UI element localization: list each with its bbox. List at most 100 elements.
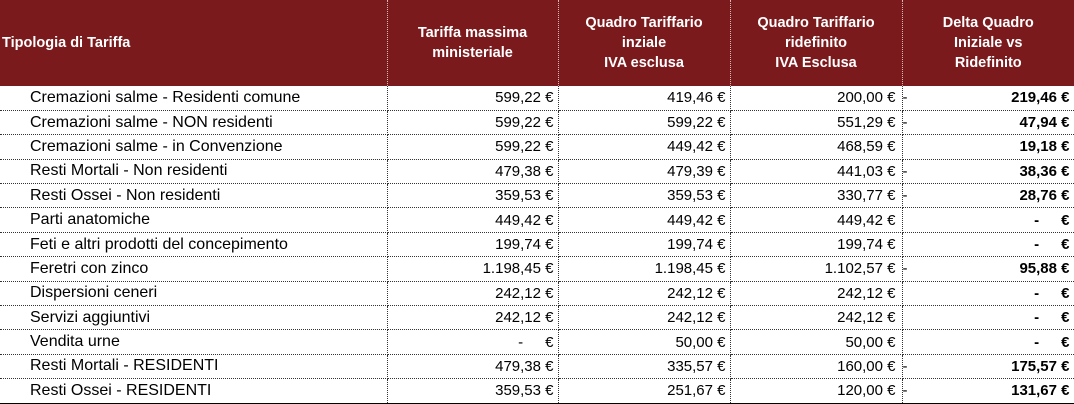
tariff-redefined: 242,12 € <box>730 305 903 331</box>
tariff-delta: 219,46 € <box>902 86 1074 111</box>
delta-value: 175,57 € <box>1011 357 1070 375</box>
table-row: Dispersioni ceneri 242,12 €242,12 €242,12… <box>0 281 1074 307</box>
tariff-name: Resti Ossei - RESIDENTI <box>0 378 388 404</box>
table-row: Resti Ossei - Non residenti 359,53 €359,5… <box>0 183 1074 209</box>
table-row: Resti Mortali - Non residenti 479,38 €479… <box>0 159 1074 185</box>
redefined-value: 50,00 € <box>845 333 896 351</box>
redefined-value: 330,77 € <box>837 187 896 205</box>
redefined-wrap: 50,00 € <box>735 334 898 351</box>
table-row: Parti anatomiche 449,42 €449,42 €449,42 €… <box>0 207 1074 233</box>
tariff-name: Cremazioni salme - Residenti comune <box>0 86 388 111</box>
zero-value: - € <box>392 333 554 351</box>
tariff-delta: - € <box>902 207 1074 233</box>
tariff-delta: - € <box>902 329 1074 355</box>
header-line: IVA esclusa <box>604 55 684 71</box>
header-line: ridefinito <box>784 35 848 51</box>
zero-dash: - <box>1034 211 1040 229</box>
delta-value: 95,88 € <box>1019 260 1070 278</box>
redefined-value: 160,00 € <box>837 357 896 375</box>
table-row: Vendita urne - €50,00 €50,00 € - € <box>0 329 1074 355</box>
delta-value: 219,46 € <box>1011 89 1070 107</box>
redefined-wrap: 242,12 € <box>735 309 898 326</box>
redefined-value: 551,29 € <box>837 114 896 132</box>
tariff-initial: 359,53 € <box>558 183 731 209</box>
redefined-value: 199,74 € <box>837 236 896 254</box>
tariff-initial: 242,12 € <box>558 281 731 307</box>
tariff-delta: 95,88 € <box>902 256 1074 282</box>
zero-value: - € <box>907 211 1070 229</box>
redefined-value: 120,00 € <box>837 382 896 400</box>
tariff-max: - € <box>387 329 559 355</box>
redefined-value: 449,42 € <box>837 211 896 229</box>
redefined-value: 1.102,57 € <box>824 260 896 278</box>
table-header: Tipologia di Tariffa Tariffa massima min… <box>0 0 1074 86</box>
tariff-redefined: 449,42 € <box>730 207 903 233</box>
header-tariffa-massima: Tariffa massima ministeriale <box>387 0 559 86</box>
tariff-max: 599,22 € <box>387 134 559 160</box>
tariff-initial: 479,39 € <box>558 159 731 185</box>
zero-currency: € <box>1061 284 1070 302</box>
redefined-value: 200,00 € <box>837 89 896 107</box>
tariff-redefined: 551,29 € - <box>730 110 908 136</box>
tariff-redefined: 160,00 € - <box>730 354 908 380</box>
header-row: Tipologia di Tariffa Tariffa massima min… <box>0 0 1074 86</box>
tariff-initial: 1.198,45 € <box>558 256 731 282</box>
tariff-initial: 251,67 € <box>558 378 731 404</box>
delta-sign: - <box>902 114 908 132</box>
tariff-name: Parti anatomiche <box>0 207 388 233</box>
tariff-initial: 599,22 € <box>558 110 731 136</box>
tariff-name: Resti Ossei - Non residenti <box>0 183 388 209</box>
tariff-delta: 28,76 € <box>902 183 1074 209</box>
tariff-initial: 419,46 € <box>558 86 731 111</box>
tariff-max: 599,22 € <box>387 110 559 136</box>
redefined-value: 468,59 € <box>837 138 896 156</box>
tariff-delta: 38,36 € <box>902 159 1074 185</box>
redefined-wrap: 160,00 € - <box>735 357 907 375</box>
header-line: Tariffa massima <box>417 25 528 41</box>
redefined-wrap: 441,03 € - <box>735 163 907 180</box>
zero-currency: € <box>545 333 554 351</box>
zero-dash: - <box>1034 284 1040 302</box>
header-line: Iniziale vs <box>953 35 1023 51</box>
delta-sign: - <box>902 162 908 180</box>
tariff-redefined: 330,77 € - <box>730 183 908 209</box>
tariff-initial: 50,00 € <box>558 329 731 355</box>
header-line: Quadro Tariffario <box>757 15 875 31</box>
delta-sign: - <box>902 357 908 375</box>
tariff-delta: 131,67 € <box>902 378 1074 404</box>
zero-dash: - <box>1034 333 1040 351</box>
table-row: Cremazioni salme - NON residenti 599,22 €… <box>0 110 1074 136</box>
tariff-redefined: 242,12 € <box>730 281 903 307</box>
tariff-delta: - € <box>902 305 1074 331</box>
header-tipologia: Tipologia di Tariffa <box>0 0 388 86</box>
zero-value: - € <box>907 284 1070 302</box>
header-line: ministeriale <box>432 45 513 61</box>
zero-currency: € <box>1061 211 1070 229</box>
zero-value: - € <box>907 333 1069 351</box>
tariff-name: Feretri con zinco <box>0 256 388 282</box>
redefined-value: 242,12 € <box>837 284 896 302</box>
header-line: IVA Esclusa <box>775 55 857 71</box>
tariff-initial: 449,42 € <box>558 207 731 233</box>
redefined-value: 242,12 € <box>837 309 896 327</box>
redefined-wrap: 551,29 € - <box>735 114 907 132</box>
zero-currency: € <box>1061 236 1070 254</box>
table-body: Cremazioni salme - Residenti comune 599,2… <box>0 86 1074 404</box>
tariff-name: Resti Mortali - Non residenti <box>0 159 388 185</box>
redefined-wrap: 199,74 € <box>735 236 898 253</box>
redefined-wrap: 200,00 € - <box>735 89 907 107</box>
tariff-max: 449,42 € <box>387 207 559 233</box>
tariff-initial: 199,74 € <box>558 232 731 258</box>
tariff-initial: 242,12 € <box>558 305 731 331</box>
tariff-max: 359,53 € <box>387 378 559 404</box>
redefined-wrap: 449,42 € <box>735 212 898 229</box>
tariff-initial: 449,42 € <box>558 134 731 160</box>
zero-value: - € <box>907 309 1069 326</box>
tariff-name: Cremazioni salme - in Convenzione <box>0 134 388 160</box>
delta-value: 28,76 € <box>1019 187 1070 205</box>
table-row: Feretri con zinco 1.198,45 €1.198,45 €1.1… <box>0 256 1074 282</box>
table-row: Cremazioni salme - Residenti comune 599,2… <box>0 86 1074 111</box>
tariff-max: 599,22 € <box>387 86 559 111</box>
table-row: Servizi aggiuntivi 242,12 €242,12 €242,12… <box>0 305 1074 331</box>
zero-dash: - <box>518 333 524 351</box>
